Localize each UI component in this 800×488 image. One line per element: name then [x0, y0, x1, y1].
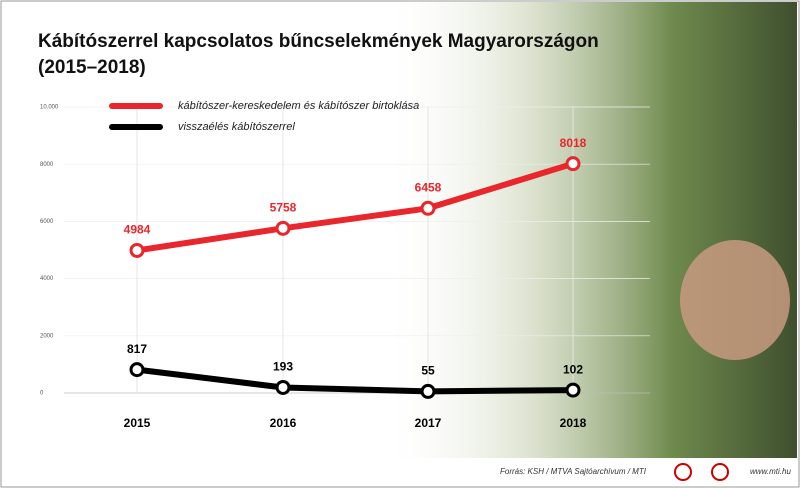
- point: [275, 379, 291, 395]
- site: www.mti.hu: [750, 467, 791, 476]
- y-tick-label: 4000: [40, 276, 54, 282]
- value-label: 193: [273, 360, 293, 374]
- x-tick-label: 2018: [560, 416, 587, 430]
- value-label: 4984: [124, 223, 151, 237]
- legend-label: kábítószer-kereskedelem és kábítószer bi…: [178, 100, 419, 112]
- y-tick-label: 10.000: [40, 105, 59, 111]
- point: [129, 242, 145, 258]
- logo: [674, 463, 692, 481]
- point: [420, 383, 436, 399]
- series-line: [136, 366, 574, 395]
- series-line: [136, 160, 574, 254]
- point: [275, 220, 291, 236]
- point: [129, 362, 145, 378]
- source: Forrás: KSH / MTVA Sajtóarchívum / MTI: [500, 467, 647, 476]
- chart-title: Kábítószerrel kapcsolatos bűncselekménye…: [38, 31, 599, 52]
- point: [565, 156, 581, 172]
- value-label: 817: [127, 342, 147, 356]
- footer-bg: [2, 458, 798, 486]
- point: [565, 382, 581, 398]
- hands: [680, 240, 790, 360]
- x-tick-label: 2016: [270, 416, 297, 430]
- value-label: 6458: [415, 180, 442, 194]
- y-tick-label: 8000: [40, 162, 54, 168]
- point: [420, 200, 436, 216]
- legend-label: visszaélés kábítószerrel: [178, 121, 295, 133]
- value-label: 5758: [270, 200, 297, 214]
- x-tick-label: 2017: [415, 416, 442, 430]
- chart-subtitle: (2015–2018): [38, 57, 146, 78]
- y-tick-label: 0: [40, 391, 44, 397]
- x-tick-label: 2015: [124, 416, 151, 430]
- background-photo: [380, 2, 797, 458]
- logo: [711, 463, 729, 481]
- y-tick-label: 6000: [40, 219, 54, 225]
- y-tick-label: 2000: [40, 333, 54, 339]
- value-label: 55: [421, 364, 435, 378]
- value-label: 8018: [560, 136, 587, 150]
- value-label: 102: [563, 362, 583, 376]
